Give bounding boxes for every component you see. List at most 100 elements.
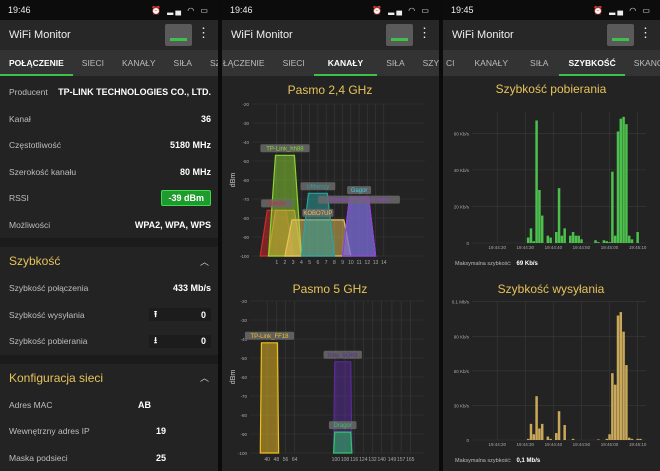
speed-bar <box>602 240 606 243</box>
x-tick-label: 19:44:20 <box>488 245 506 250</box>
section-network-config-header[interactable]: Konfiguracja sieci ︿ <box>0 364 218 392</box>
section-title: Konfiguracja sieci <box>9 370 104 385</box>
y-tick-label: -60 <box>240 375 247 380</box>
speed-bar <box>526 438 530 440</box>
tab-scan[interactable]: SKANOWANIE <box>633 58 660 68</box>
tab-connection[interactable]: POŁĄCZENIE <box>0 50 73 76</box>
x-tick-label: 19:44:50 <box>573 245 591 250</box>
speed-bar <box>554 232 558 243</box>
download-icon: ⭳ <box>154 335 158 346</box>
row-frequency: Częstotliwość 5180 MHz <box>0 132 218 159</box>
signal-indicator-button[interactable] <box>607 24 634 46</box>
row-ip: Wewnętrzny adres IP 19 <box>0 418 218 445</box>
x-tick-label: 2 <box>284 260 287 266</box>
signal-indicator-button[interactable] <box>165 24 192 46</box>
speed-bar <box>571 438 575 440</box>
x-tick-label: 19:45:10 <box>629 442 647 447</box>
rssi-badge: -39 dBm <box>161 190 211 207</box>
y-axis-label: dBm <box>230 173 237 188</box>
y-tick-label: -90 <box>242 235 249 240</box>
signal-indicator-button[interactable] <box>386 24 413 46</box>
status-icons: ⏰ ▂▄ ◠ ▭ <box>151 5 210 15</box>
chart-title: Pasmo 5 GHz <box>293 282 368 296</box>
x-tick-label: 10 <box>348 260 354 266</box>
speed-bar <box>630 438 634 440</box>
tab-speed[interactable]: SZYBKOŚĆ <box>422 58 439 68</box>
speed-bar <box>529 423 533 440</box>
y-tick-label: 30 Kb/s <box>454 403 470 408</box>
network-label-box <box>244 331 295 340</box>
max-speed-label: Maksymalna szybkość: <box>455 261 512 267</box>
y-tick-label: -70 <box>240 394 247 399</box>
tab-connection[interactable]: ŁĄCZENIE <box>223 58 265 68</box>
network-label-box <box>260 144 310 153</box>
tab-strength[interactable]: SIŁA <box>173 58 192 68</box>
speed-bar <box>605 241 609 243</box>
chevron-up-icon[interactable]: ︿ <box>199 256 209 267</box>
speed-bar <box>611 171 614 243</box>
y-tick-label: 0 <box>466 438 469 443</box>
speed-bar <box>538 428 541 440</box>
label: Częstotliwość <box>9 140 61 151</box>
x-tick-label: 56 <box>283 457 289 463</box>
chart-download-speed: Szybkość pobierania 0 20 Kb/s 40 Kb/s 60 Kb/… <box>454 82 647 267</box>
tab-networks[interactable]: CI <box>446 58 455 68</box>
value: 80 MHz <box>179 166 211 177</box>
more-menu-icon[interactable]: ⋮ <box>418 25 431 40</box>
y-tick-label: -70 <box>242 197 249 202</box>
app-bar: WiFi Monitor ⋮ <box>443 20 660 50</box>
tab-strength[interactable]: SIŁA <box>530 58 549 68</box>
more-menu-icon[interactable]: ⋮ <box>197 25 210 40</box>
tab-channels[interactable]: KANAŁY <box>121 58 156 68</box>
section-title: Szybkość <box>9 254 61 268</box>
value: 433 Mb/s <box>172 283 211 294</box>
speed-bar <box>529 228 533 243</box>
x-tick-label: 19:45:00 <box>601 442 619 447</box>
speed-bar <box>554 433 558 440</box>
more-menu-icon[interactable]: ⋮ <box>639 25 652 40</box>
app-bar: WiFi Monitor ⋮ <box>222 20 439 50</box>
x-tick-label: 13 <box>373 260 379 266</box>
network-ssid-label: KOBO7UP <box>303 211 332 217</box>
speed-bar <box>532 241 536 243</box>
network-ssid-label: Wakarcia 2.4GHz sieci <box>329 198 389 204</box>
y-tick-label: -50 <box>242 159 249 164</box>
speed-bar <box>622 331 625 440</box>
x-tick-label: 140 <box>377 457 386 463</box>
value: TP-LINK TECHNOLOGIES CO., LTD. <box>58 87 211 98</box>
x-tick-label: 6 <box>317 260 320 266</box>
x-tick-label: 19:44:30 <box>517 442 535 447</box>
speed-bar <box>569 235 572 243</box>
tab-speed[interactable]: SZYBKOŚĆ <box>209 58 218 68</box>
app-title: WiFi Monitor <box>452 29 514 41</box>
chart-upload-speed: Szybkość wysyłania 0 30 Kb/s 60 Kb/s 90 Kb/s… <box>452 282 647 464</box>
row-download-speed: Szybkość pobierania ⭳ 0 <box>0 328 218 355</box>
section-speed-header[interactable]: Szybkość ︿ <box>0 247 218 275</box>
y-tick-label: -40 <box>242 140 249 145</box>
tab-networks[interactable]: SIECI <box>282 58 305 68</box>
x-tick-label: 157 <box>397 457 406 463</box>
tab-channels[interactable]: KANAŁY <box>313 50 378 76</box>
value: AB <box>138 399 151 410</box>
max-speed-value: 69 Kb/s <box>517 261 539 267</box>
app-bar: WiFi Monitor ⋮ <box>0 20 218 50</box>
speed-bar <box>619 312 623 440</box>
speed-bar <box>563 425 566 440</box>
tab-strength[interactable]: SIŁA <box>386 58 405 68</box>
chevron-up-icon[interactable]: ︿ <box>199 373 209 383</box>
y-tick-label: -80 <box>242 216 249 221</box>
max-speed-value: 0,1 Mb/s <box>517 458 541 464</box>
screen-speed: 19:45 ⏰ ▂▄ ◠ ▭ WiFi Monitor ⋮ CI KANAŁY … <box>443 0 660 471</box>
chart-title: Szybkość wysyłania <box>498 282 605 296</box>
x-tick-label: 4 <box>300 260 303 266</box>
label: Szybkość połączenia <box>9 283 89 294</box>
chart-title: Pasmo 2,4 GHz <box>288 83 373 97</box>
tab-networks[interactable]: SIECI <box>81 58 104 68</box>
value: 19 <box>155 426 166 437</box>
row-channel-width: Szerokość kanału 80 MHz <box>0 159 218 186</box>
tab-channels[interactable]: KANAŁY <box>474 58 509 68</box>
tab-speed[interactable]: SZYBKOŚĆ <box>559 50 625 76</box>
speed-bar <box>571 232 575 243</box>
row-link-speed: Szybkość połączenia 433 Mb/s <box>0 275 218 302</box>
x-tick-label: 12 <box>365 260 371 266</box>
